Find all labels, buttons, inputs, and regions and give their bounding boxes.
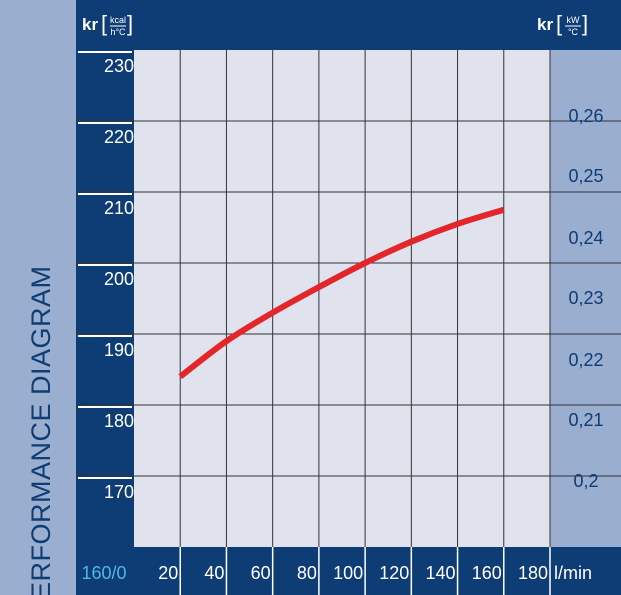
- x-tick-label: 140: [426, 563, 456, 583]
- svg-text:[: [: [556, 11, 562, 36]
- x-axis-bar: [76, 547, 621, 595]
- y2-axis-column: [550, 50, 621, 547]
- svg-text:]: ]: [127, 11, 133, 36]
- y2-tick-label: 0,21: [568, 410, 603, 430]
- y-tick-band: [78, 335, 132, 337]
- y-tick-label: 200: [104, 269, 134, 289]
- x-unit-label: l/min: [554, 563, 592, 583]
- y-tick-band: [78, 193, 132, 195]
- y2-tick-label: 0,24: [568, 228, 603, 248]
- right-unit-label: kr [ kW °C ]: [537, 11, 588, 37]
- svg-text:[: [: [101, 11, 107, 36]
- x-tick-label: 100: [333, 563, 363, 583]
- y2-tick-label: 0,2: [573, 471, 598, 491]
- header-bar: [76, 0, 621, 50]
- x-tick-label: 60: [251, 563, 271, 583]
- x-tick-label: 160: [472, 563, 502, 583]
- right-unit-num: kW: [567, 15, 581, 25]
- y-tick-label: 220: [104, 127, 134, 147]
- y-tick-band: [78, 51, 132, 53]
- series-group: [178, 206, 505, 379]
- y-tick-label: 180: [104, 411, 134, 431]
- y2-tick-label: 0,25: [568, 166, 603, 186]
- y-tick-label: 230: [104, 56, 134, 76]
- right-unit-den: °C: [568, 27, 579, 37]
- svg-text:]: ]: [582, 11, 588, 36]
- left-unit-den: h°C: [110, 27, 126, 37]
- left-unit-symbol: kr: [82, 15, 98, 34]
- x-tick-labels: 20 40 60 80 100 120 140 160 180: [158, 547, 551, 595]
- y2-tick-labels: 0,26 0,25 0,24 0,23 0,22 0,21 0,2: [568, 106, 603, 491]
- y-tick-label: 210: [104, 198, 134, 218]
- series-line: [178, 206, 505, 379]
- y-axis-column: [76, 50, 134, 547]
- x-tick-label: 80: [297, 563, 317, 583]
- title-band: [0, 0, 76, 595]
- right-unit-symbol: kr: [537, 15, 553, 34]
- x-tick-label: 180: [518, 563, 548, 583]
- y-tick-band: [78, 264, 132, 266]
- y-tick-band: [78, 122, 132, 124]
- origin-label: 160/0: [81, 563, 126, 583]
- y-tick-labels: 230 220 210 200 190 180 170: [78, 51, 134, 502]
- x-tick-label: 120: [379, 563, 409, 583]
- left-unit-label: kr [ kcal h°C ]: [82, 11, 133, 37]
- y-tick-band: [78, 406, 132, 408]
- y2-tick-label: 0,22: [568, 350, 603, 370]
- grid-lines: [76, 50, 621, 547]
- x-tick-label: 40: [204, 563, 224, 583]
- plot-area: [134, 50, 550, 547]
- y2-tick-label: 0,23: [568, 288, 603, 308]
- y-tick-band: [78, 477, 132, 479]
- y-tick-label: 190: [104, 340, 134, 360]
- x-tick-label: 20: [158, 563, 178, 583]
- left-unit-num: kcal: [110, 15, 126, 25]
- y-tick-label: 170: [104, 482, 134, 502]
- vertical-title: PERFORMANCE DIAGRAM: [26, 265, 56, 595]
- y2-tick-label: 0,26: [568, 106, 603, 126]
